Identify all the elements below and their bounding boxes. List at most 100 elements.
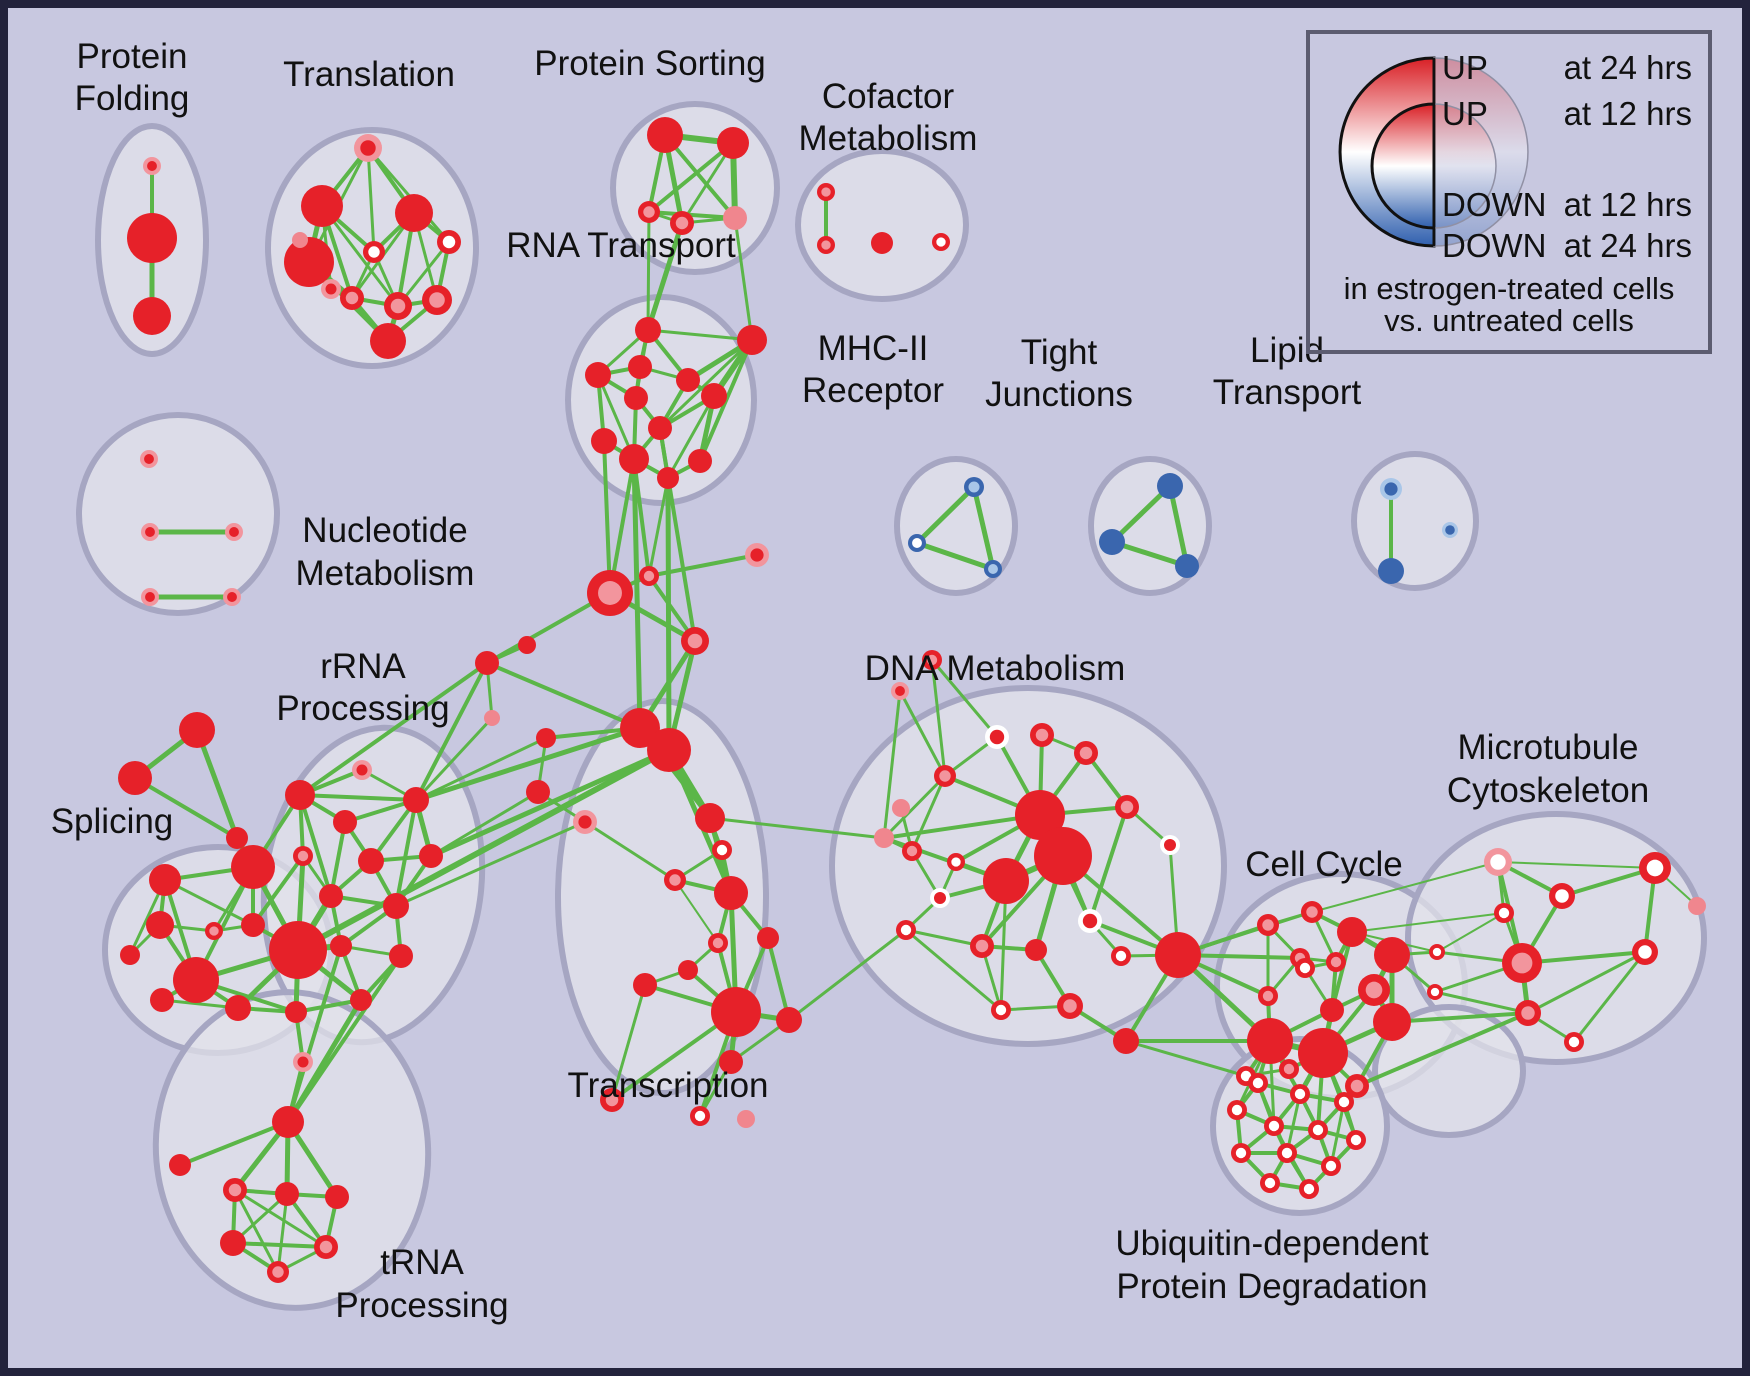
gene-node <box>1157 473 1183 499</box>
edge <box>666 394 716 480</box>
gene-node <box>1632 939 1658 965</box>
gene-node <box>340 286 364 310</box>
node-outer <box>226 827 248 849</box>
node-inner <box>643 206 655 218</box>
node-outer <box>711 987 761 1037</box>
edge <box>674 879 719 944</box>
node-outer <box>714 876 748 910</box>
edge <box>583 820 677 882</box>
node-inner <box>1299 962 1311 974</box>
gene-node <box>648 416 672 440</box>
node-outer <box>628 355 652 379</box>
edge <box>1124 1039 1248 1078</box>
node-outer <box>330 935 352 957</box>
node-inner <box>605 1093 619 1107</box>
node-outer <box>220 1230 246 1256</box>
gene-node <box>647 117 683 153</box>
gene-node <box>776 1007 802 1033</box>
node-outer <box>737 325 767 355</box>
gene-node <box>140 450 158 468</box>
node-inner <box>694 1110 706 1122</box>
node-outer <box>648 416 672 440</box>
node-outer <box>983 858 1029 904</box>
edge <box>1088 805 1129 923</box>
node-outer <box>1374 937 1410 973</box>
gene-node <box>871 232 893 254</box>
edge <box>294 998 363 1014</box>
edge <box>1436 912 1505 953</box>
edge <box>647 476 670 578</box>
cluster-label: MHC-II <box>818 329 929 368</box>
node-inner <box>1306 906 1318 918</box>
gene-node <box>1484 848 1512 876</box>
node-outer <box>484 710 500 726</box>
gene-node <box>267 1261 289 1283</box>
node-inner <box>1115 950 1127 962</box>
gene-node <box>285 1001 307 1023</box>
gene-node <box>169 1154 191 1176</box>
cluster-label: RNA Transport <box>506 226 736 265</box>
node-inner <box>1568 1036 1580 1048</box>
cluster-label: Transcription <box>568 1066 769 1105</box>
node-inner <box>390 298 406 314</box>
gene-node <box>179 712 215 748</box>
gene-node <box>272 1106 304 1138</box>
node-inner <box>1325 1160 1337 1172</box>
node-outer <box>591 428 617 454</box>
gene-node <box>1279 1059 1299 1079</box>
edge <box>631 456 643 731</box>
cluster-ellipse-dna-metabolism <box>829 685 1227 1047</box>
node-inner <box>912 538 922 548</box>
gene-node <box>1298 1028 1348 1078</box>
gene-node <box>363 241 385 263</box>
node-outer <box>1378 558 1404 584</box>
gene-node <box>223 1178 247 1202</box>
gene-node <box>991 1000 1011 1020</box>
node-outer <box>526 780 550 804</box>
edge <box>596 373 636 461</box>
gene-node <box>817 236 835 254</box>
node-outer <box>620 708 660 748</box>
edge <box>647 141 735 214</box>
legend-direction-label: UP <box>1442 95 1488 132</box>
gene-node <box>526 780 550 804</box>
node-outer <box>1320 998 1344 1022</box>
edge <box>286 944 343 1124</box>
gene-node <box>1015 790 1065 840</box>
node-outer <box>657 467 679 489</box>
cluster-label: Protein <box>77 37 188 76</box>
edge <box>1109 483 1173 545</box>
node-inner <box>297 850 309 862</box>
gene-node <box>701 383 727 409</box>
edge <box>133 776 239 840</box>
gene-node <box>1308 1120 1328 1140</box>
node-inner <box>906 845 918 857</box>
edge <box>904 928 984 948</box>
edge <box>298 793 418 802</box>
node-outer <box>241 913 265 937</box>
gene-node <box>896 920 916 940</box>
cluster-label: tRNA <box>380 1243 464 1282</box>
node-inner <box>1445 525 1455 535</box>
legend-inner-right-half <box>1433 103 1497 229</box>
node-inner <box>1235 1147 1247 1159</box>
node-inner <box>1312 1124 1324 1136</box>
gene-node <box>419 844 443 868</box>
edge <box>787 928 908 1022</box>
node-inner <box>1231 1104 1243 1116</box>
node-inner <box>1330 956 1342 968</box>
node-inner <box>272 1266 284 1278</box>
gene-node <box>1549 883 1575 909</box>
gene-node <box>1378 558 1404 584</box>
cluster-ellipse-overlap-bulge <box>1372 1004 1526 1138</box>
gene-node <box>422 285 452 315</box>
edge <box>231 1241 328 1249</box>
cluster-label: Ubiquitin-dependent <box>1115 1224 1429 1263</box>
node-outer <box>284 237 334 287</box>
node-inner <box>895 686 905 696</box>
edge <box>1167 483 1190 569</box>
node-inner <box>228 1183 242 1197</box>
edge <box>298 661 489 797</box>
edge <box>1560 866 1657 898</box>
